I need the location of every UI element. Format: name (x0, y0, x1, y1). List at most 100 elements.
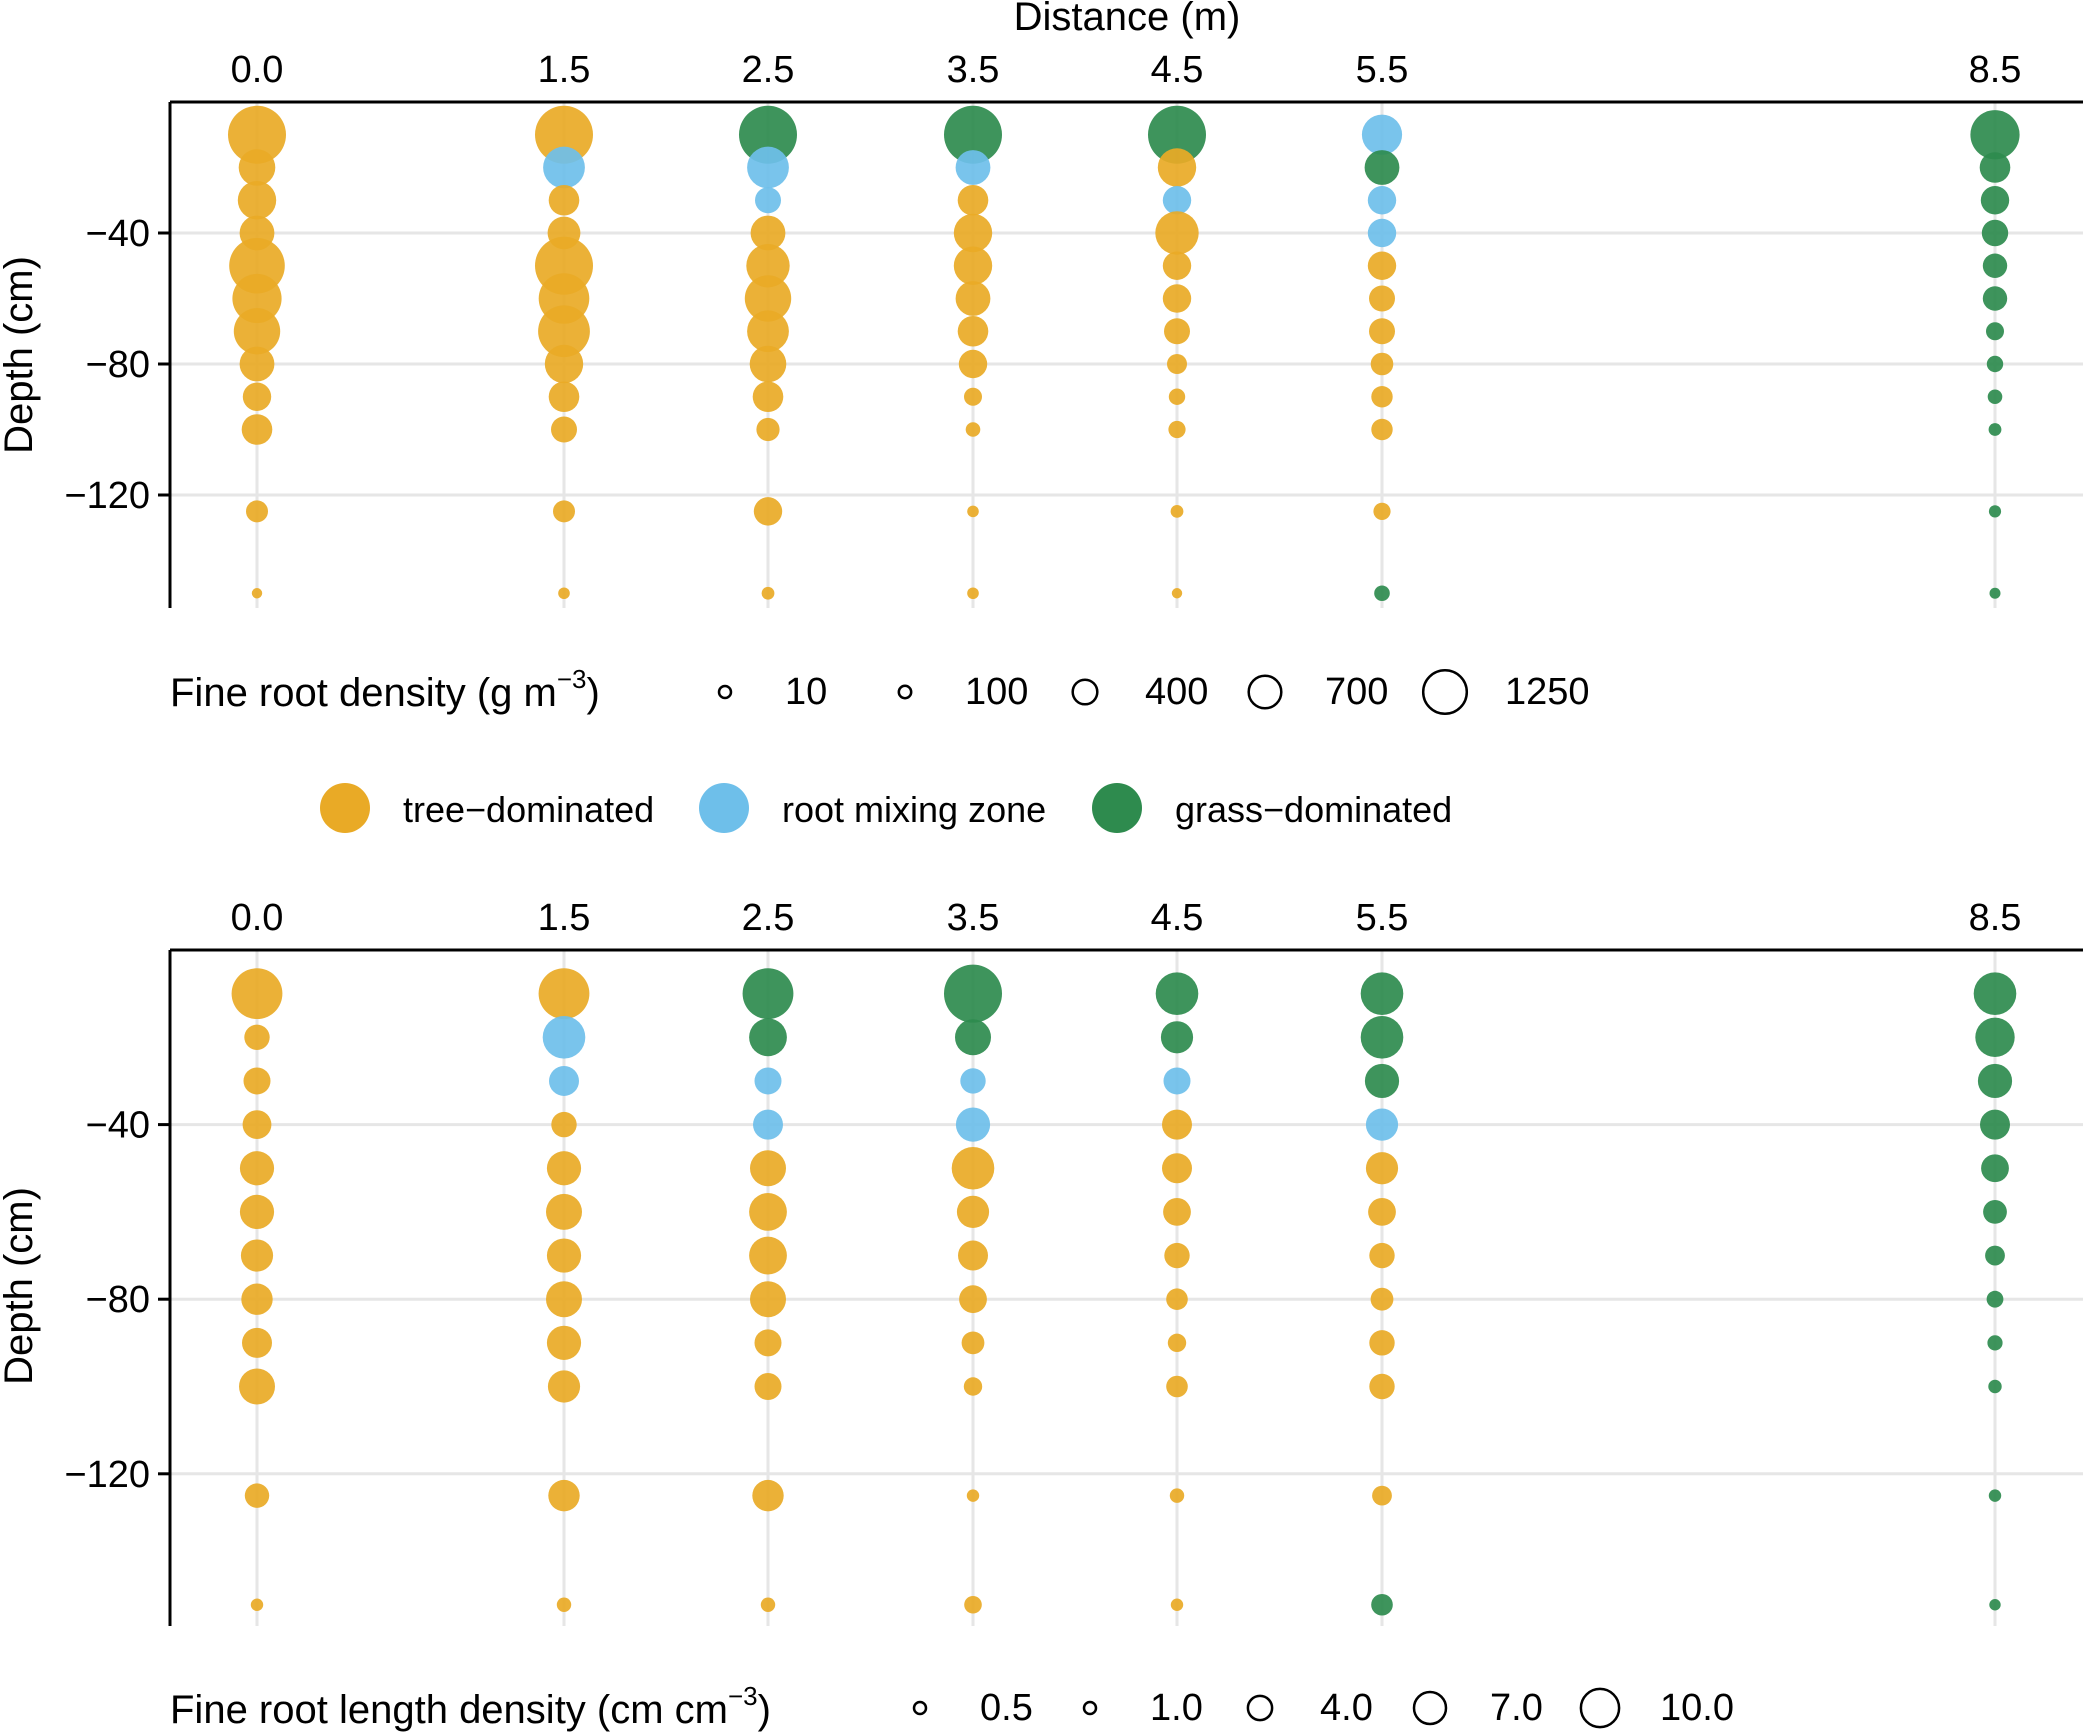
y-tick-label: −80 (86, 344, 150, 386)
bubble-point (546, 1281, 582, 1318)
bubble-point (1987, 389, 2003, 405)
bubble-point (1981, 1154, 2009, 1183)
legend-swatch-grass (1092, 783, 1142, 833)
bubble-point (760, 1597, 776, 1612)
x-tick-label: 0.0 (231, 897, 284, 939)
bubble-point (944, 105, 1002, 164)
length-density-legend-title: Fine root length density (cm cm−3) (170, 1681, 771, 1732)
bubble-point (752, 381, 784, 413)
size-legend-circle (717, 684, 733, 700)
bubble-point (1374, 585, 1390, 602)
bubble-point (742, 968, 794, 1020)
bubble-point (1164, 318, 1190, 345)
bubble-point (244, 1483, 270, 1508)
bubble-point (964, 387, 982, 406)
bubble-point (1979, 152, 2011, 183)
bubble-point (1371, 386, 1393, 408)
bubble-point (747, 310, 789, 353)
bubble-point (961, 1331, 985, 1355)
bubble-point (1986, 1290, 2004, 1308)
bubble-point (963, 1377, 983, 1396)
bubble-point (1365, 1152, 1399, 1185)
bubble-point (750, 1281, 786, 1318)
density-size-legend: Fine root density (g m−3) 10 100 400 700 125… (170, 664, 1590, 716)
bubble-point (1371, 418, 1393, 441)
bubble-point (957, 315, 989, 347)
bubble-point (243, 1067, 271, 1095)
size-legend-circle (1071, 678, 1099, 706)
bubble-point (547, 1370, 581, 1403)
y-tick-label: −80 (86, 1279, 150, 1321)
bubble-point (546, 1151, 582, 1186)
bubble-point (1981, 219, 2009, 247)
bubble-point (239, 346, 275, 382)
legend-label-grass: grass−dominated (1175, 789, 1452, 830)
bubble-point (556, 1597, 572, 1612)
bubble-point (1162, 251, 1192, 280)
bubble-point (1987, 1335, 2003, 1351)
size-legend-circle (897, 684, 913, 700)
bubble-point (1988, 1489, 2002, 1502)
bubble-point (544, 344, 584, 384)
size-legend-label: 100 (965, 671, 1028, 713)
bubble-point (749, 1193, 787, 1231)
bubble-point (1367, 218, 1397, 248)
bubble-point (747, 146, 789, 189)
bubble-point (240, 1239, 274, 1272)
size-legend-circle (912, 1700, 928, 1716)
bubble-point (1360, 972, 1404, 1015)
bubble-point (1973, 972, 2017, 1015)
bubble-point (955, 1019, 991, 1056)
bubble-point (749, 1018, 787, 1057)
top-xlabel: Distance (m) (1014, 0, 1241, 39)
x-tick-label: 5.5 (1356, 897, 1409, 939)
bubble-point (756, 417, 780, 442)
bubble-point (546, 1325, 582, 1360)
bubble-point (233, 308, 281, 355)
bubble-point (551, 416, 577, 443)
bubble-point (1170, 1598, 1184, 1611)
top-ylabel: Depth (cm) (0, 256, 41, 454)
size-legend-label: 10 (785, 671, 827, 713)
x-tick-label: 2.5 (742, 897, 795, 939)
x-tick-label: 4.5 (1151, 897, 1204, 939)
bubble-point (1975, 1017, 2015, 1057)
bubble-point (228, 105, 286, 164)
bubble-point (1983, 1200, 2007, 1224)
size-legend-label: 10.0 (1660, 1687, 1734, 1729)
bubble-point (241, 1283, 273, 1315)
bubble-point (1988, 505, 2002, 518)
bubble-point (244, 1024, 270, 1051)
y-tick-label: −120 (64, 475, 150, 517)
bubble-point (242, 1327, 272, 1358)
density-legend-title: Fine root density (g m−3) (170, 664, 600, 715)
bubble-point (238, 149, 276, 186)
size-legend-circle (1247, 674, 1283, 710)
bubble-point (251, 588, 263, 599)
bubble-point (1985, 1245, 2005, 1266)
bubble-point (1369, 318, 1395, 345)
x-tick-label: 5.5 (1356, 49, 1409, 91)
bubble-point (1367, 251, 1397, 280)
top-panel: Distance (m) Depth (cm) 0.0 1.5 2.5 3.5 4.5 5… (0, 0, 2083, 608)
bubble-point (1360, 1016, 1404, 1059)
bubble-point (1373, 502, 1391, 520)
bubble-point (958, 349, 988, 379)
bubble-point (955, 150, 991, 185)
bubble-point (542, 1016, 586, 1059)
x-tick-label: 8.5 (1969, 897, 2022, 939)
bubble-point (538, 305, 590, 358)
bubble-point (955, 1107, 991, 1142)
bubble-point (543, 146, 585, 189)
bubble-point (753, 1109, 783, 1140)
bubble-point (1162, 1153, 1192, 1184)
bubble-point (744, 275, 792, 322)
x-tick-label: 0.0 (231, 49, 284, 91)
bubble-point (250, 1598, 264, 1611)
bubble-point (1370, 1287, 1394, 1311)
y-tick-label: −40 (86, 213, 150, 255)
bubble-point (965, 422, 981, 437)
bubble-point (1372, 1485, 1392, 1506)
length-density-size-legend: Fine root length density (cm cm−3) 0.5 1.… (170, 1681, 1734, 1732)
bubble-point (967, 505, 979, 518)
